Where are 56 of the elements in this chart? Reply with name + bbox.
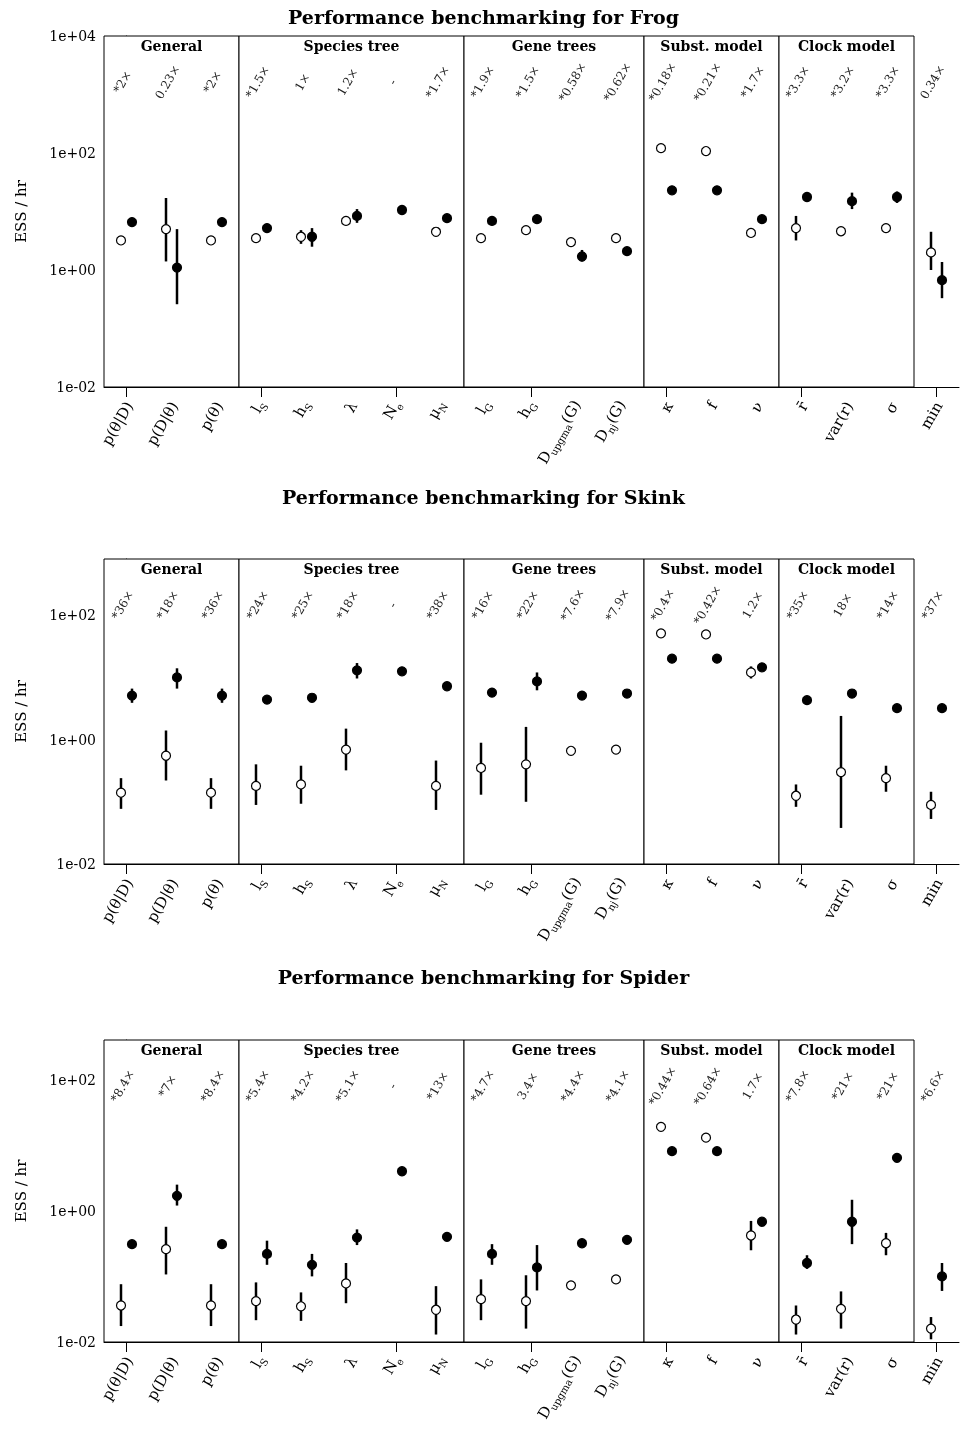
- y-tick-label: 1e+00: [49, 1202, 96, 1219]
- band-label: Gene trees: [511, 37, 597, 54]
- x-tick-label: r̄: [792, 875, 812, 891]
- band-label: Clock model: [797, 37, 896, 54]
- band-label: General: [140, 560, 203, 577]
- x-tick-label: σ: [880, 875, 902, 894]
- x-tick-label: σ: [880, 1353, 902, 1372]
- x-tick-label: f: [702, 1353, 721, 1368]
- band-label: Gene trees: [511, 560, 597, 577]
- x-tick-label: κ: [656, 875, 677, 893]
- chart-title: Performance benchmarking for Skink: [282, 485, 686, 508]
- annotation: *2×: [110, 68, 135, 96]
- x-tick-label: ν: [746, 875, 767, 893]
- chart-title: Performance benchmarking for Spider: [277, 965, 691, 988]
- chart-title: Performance benchmarking for Frog: [288, 5, 679, 28]
- x-tick-label: σ: [880, 398, 902, 417]
- annotation: 1×: [292, 70, 313, 94]
- band-label: Clock model: [797, 1041, 896, 1058]
- band-label: Species tree: [303, 37, 400, 54]
- band-label: Gene trees: [511, 1041, 597, 1058]
- x-tick-label: κ: [656, 398, 677, 416]
- x-tick-label: r̄: [792, 1353, 812, 1369]
- annotation: *7×: [155, 1072, 180, 1100]
- annotation: -: [385, 1080, 400, 1092]
- y-tick-label: 1e+00: [49, 262, 96, 278]
- band-label: Subst. model: [660, 560, 763, 577]
- y-tick-label: 1e+02: [49, 145, 96, 161]
- band-label: Species tree: [303, 560, 400, 577]
- x-tick-label: r̄: [792, 398, 812, 414]
- x-tick-label: λ: [340, 1353, 361, 1371]
- y-tick-label: 1e+04: [49, 28, 97, 44]
- x-tick-label: ν: [746, 398, 767, 416]
- band-label: Subst. model: [660, 37, 763, 54]
- x-tick-label: f: [702, 398, 721, 413]
- annotation: -: [385, 76, 400, 88]
- band-label: Subst. model: [660, 1041, 763, 1058]
- band-label: Species tree: [303, 1041, 400, 1058]
- x-tick-label: κ: [656, 1353, 677, 1371]
- annotation: *2×: [200, 68, 225, 96]
- band-label: General: [140, 1041, 203, 1058]
- band-label: General: [140, 37, 203, 54]
- y-tick-label: 1e+00: [49, 731, 96, 748]
- x-tick-label: λ: [340, 875, 361, 893]
- y-axis-title: ESS / hr: [11, 679, 30, 743]
- band-label: Clock model: [797, 560, 896, 577]
- annotation: -: [385, 599, 400, 611]
- y-tick-label: 1e+02: [49, 607, 96, 624]
- y-tick-label: 1e-02: [56, 856, 96, 872]
- y-tick-label: 1e-02: [56, 379, 96, 395]
- y-tick-label: 1e+02: [49, 1071, 96, 1088]
- y-tick-label: 1e-02: [56, 1334, 96, 1350]
- x-tick-label: λ: [340, 398, 361, 416]
- y-axis-title: ESS / hr: [11, 1158, 30, 1223]
- x-tick-label: f: [702, 875, 721, 890]
- x-tick-label: ν: [746, 1353, 767, 1371]
- y-axis-title: ESS / hr: [11, 179, 30, 243]
